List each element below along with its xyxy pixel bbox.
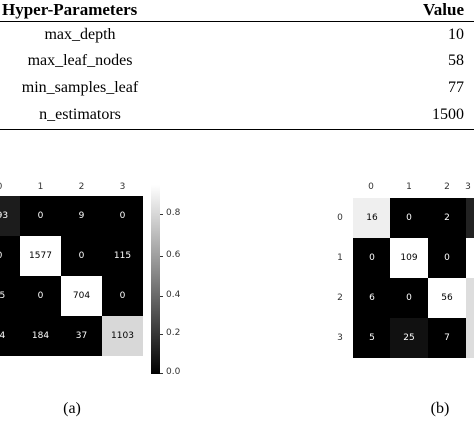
param-name: max_leaf_nodes: [27, 52, 133, 69]
param-value: 58: [448, 52, 464, 69]
matrix-cell: 0: [61, 236, 102, 276]
colorbar: [151, 185, 160, 374]
matrix-cell: 0: [390, 278, 428, 318]
matrix-cell: 0: [353, 238, 391, 278]
row-label: 2: [337, 293, 343, 303]
cell-edge: [466, 278, 474, 358]
colorbar-tick: [160, 296, 163, 297]
column-label: 1: [406, 182, 412, 192]
matrix-cell: 5: [353, 318, 391, 358]
matrix-cell: 0: [20, 196, 61, 236]
bottom-rule: [0, 129, 474, 130]
caption: (a): [63, 400, 81, 417]
matrix-cell: 0: [102, 196, 143, 236]
row-label: 1: [337, 253, 343, 263]
colorbar-label: 0.8: [166, 208, 181, 218]
matrix-cell: 704: [61, 276, 102, 316]
column-label: 2: [444, 182, 450, 192]
matrix-cell: 109: [390, 238, 428, 278]
matrix-cell: 0: [20, 276, 61, 316]
param-name: n_estimators: [39, 106, 121, 123]
column-label: 2: [78, 182, 85, 192]
column-label: 0: [368, 182, 374, 192]
colorbar-label: 0.0: [166, 367, 181, 377]
colorbar-tick: [160, 334, 163, 335]
table-header: Value: [423, 0, 464, 19]
column-label: 0: [0, 182, 2, 192]
matrix-cell: 37: [61, 316, 102, 356]
param-value: 10: [448, 26, 464, 43]
matrix-cell: 0: [102, 276, 143, 316]
column-label: 3: [465, 182, 471, 192]
matrix-cell: 1103: [102, 316, 143, 356]
matrix-cell: 293: [0, 196, 20, 236]
matrix-cell: 2: [428, 198, 466, 238]
matrix-cell: 0: [0, 236, 20, 276]
matrix-cell: 45: [0, 276, 20, 316]
matrix-cell: 1577: [20, 236, 61, 276]
param-value: 1500: [432, 106, 464, 123]
colorbar-tick: [160, 256, 163, 257]
matrix-cell: 25: [390, 318, 428, 358]
colorbar-tick: [160, 373, 163, 374]
matrix-cell: 7: [428, 318, 466, 358]
param-value: 77: [448, 79, 464, 96]
cell-edge: [466, 198, 474, 238]
matrix-cell: 0: [428, 238, 466, 278]
table-header: Hyper-Parameters: [2, 0, 138, 19]
column-label: 3: [119, 182, 126, 192]
matrix-cell: 0: [390, 198, 428, 238]
matrix-cell: 16: [353, 198, 391, 238]
colorbar-label: 0.4: [166, 290, 181, 300]
caption: (b): [430, 400, 450, 417]
header-rule: [0, 21, 474, 22]
matrix-cell: 9: [61, 196, 102, 236]
column-label: 1: [37, 182, 44, 192]
matrix-cell: 56: [428, 278, 466, 318]
param-name: min_samples_leaf: [21, 79, 139, 96]
param-name: max_depth: [44, 26, 116, 43]
matrix-cell: 115: [102, 236, 143, 276]
colorbar-tick: [160, 214, 163, 215]
matrix-cell: 44: [0, 316, 20, 356]
matrix-cell: 6: [353, 278, 391, 318]
matrix-cell: 184: [20, 316, 61, 356]
colorbar-label: 0.6: [166, 250, 181, 260]
row-label: 0: [337, 213, 343, 223]
colorbar-label: 0.2: [166, 328, 181, 338]
row-label: 3: [337, 333, 343, 343]
